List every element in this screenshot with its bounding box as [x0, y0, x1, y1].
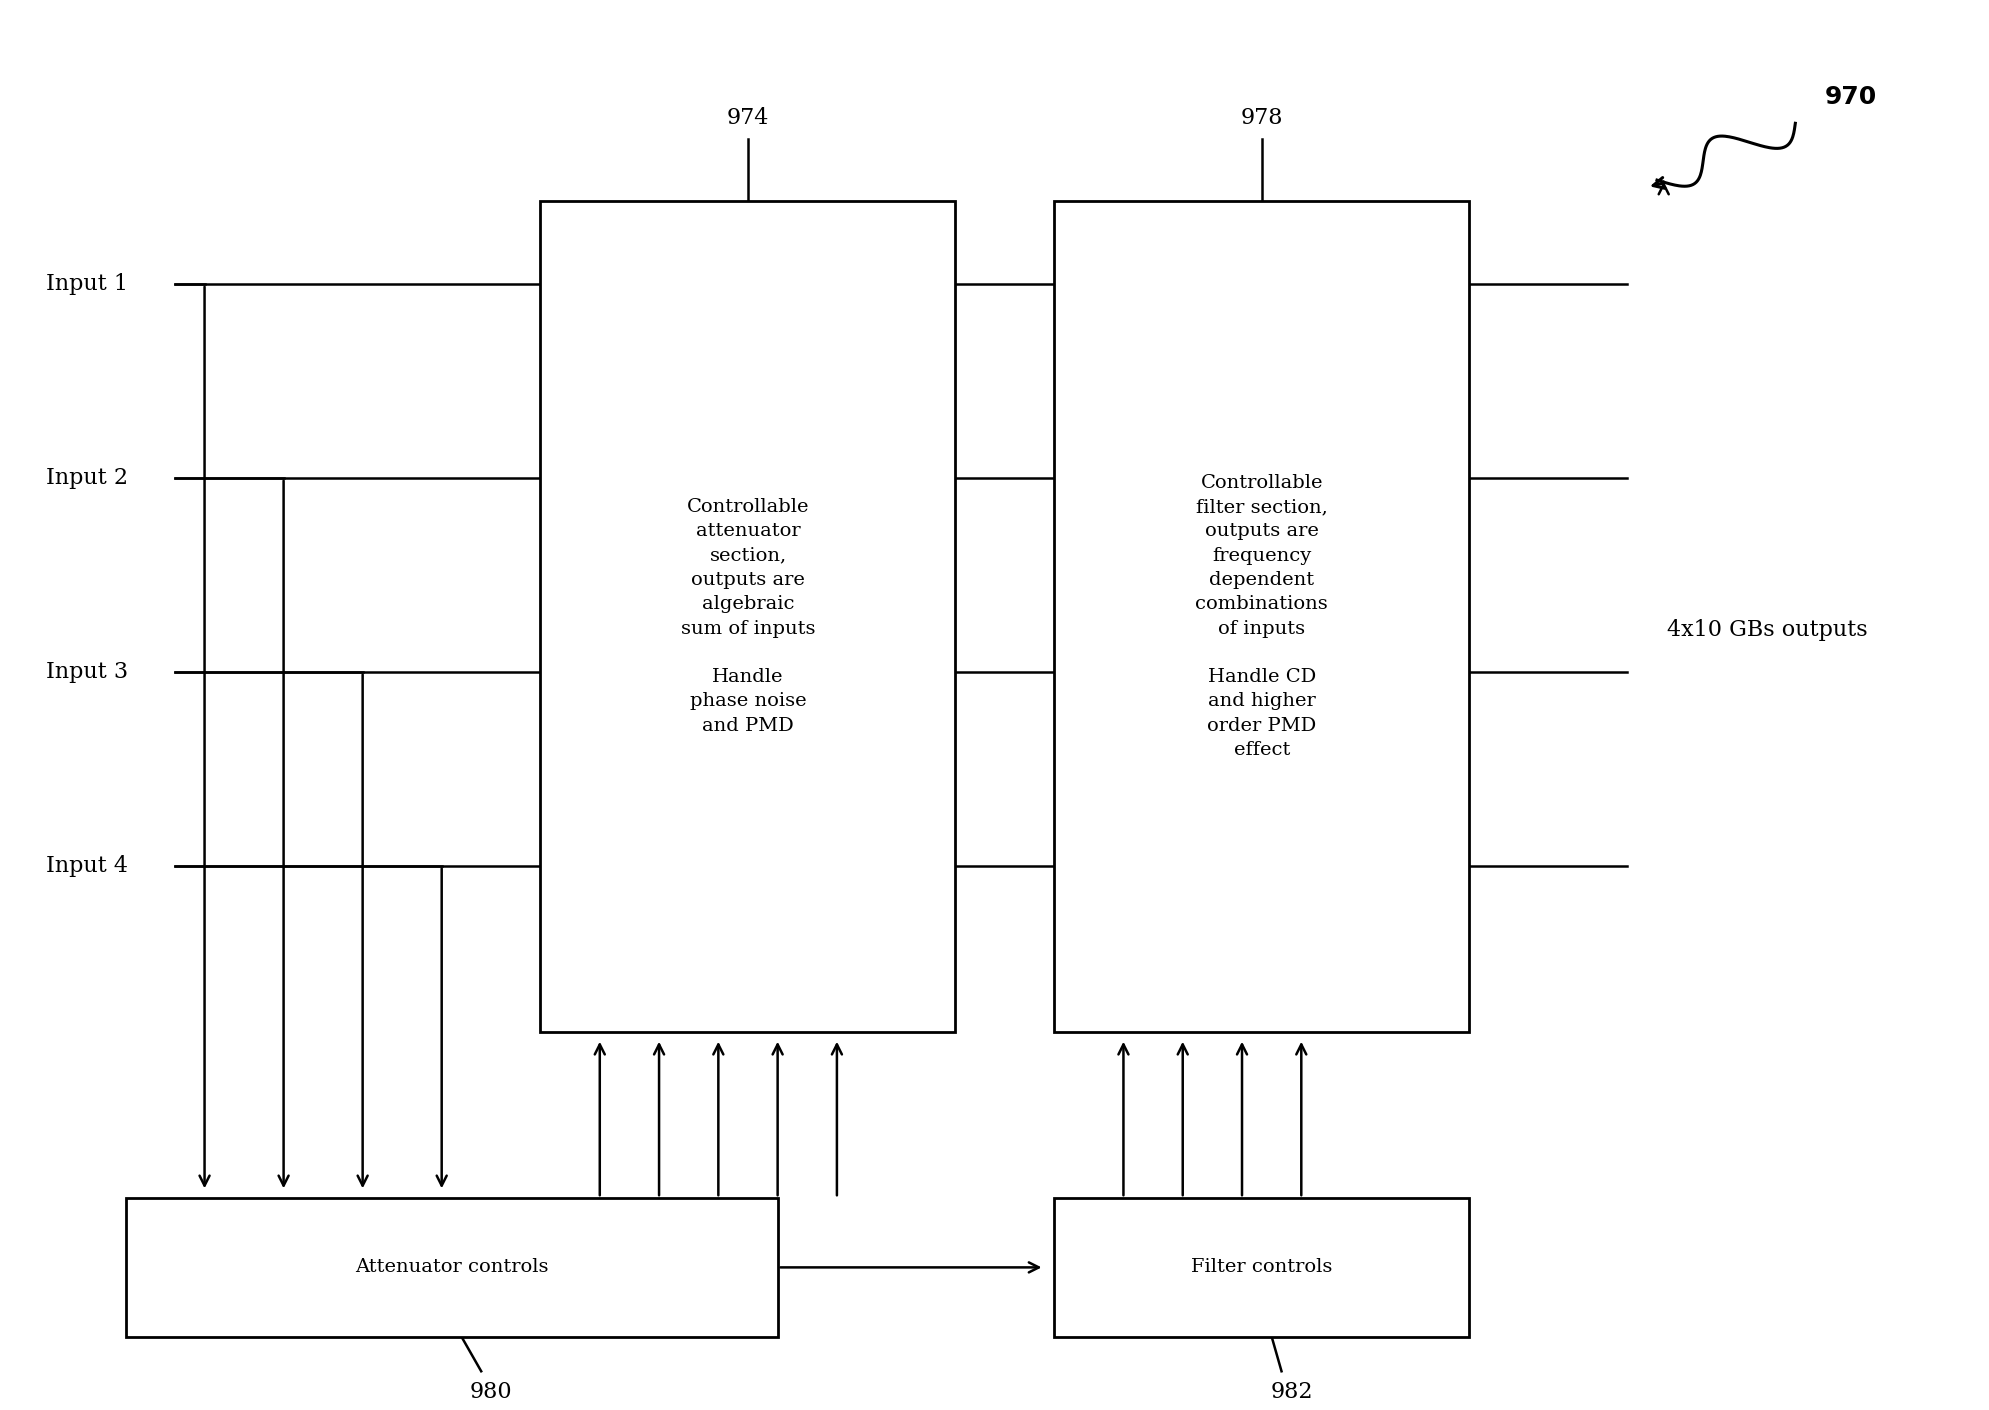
Bar	[541, 200, 955, 1032]
Text: 974: 974	[726, 107, 770, 128]
Text: 970: 970	[1824, 85, 1876, 109]
Text: Filter controls: Filter controls	[1191, 1258, 1333, 1276]
Text: 980: 980	[469, 1380, 511, 1403]
Text: Controllable
filter section,
outputs are
frequency
dependent
combinations
of inp: Controllable filter section, outputs are…	[1195, 474, 1327, 759]
Text: Controllable
attenuator
section,
outputs are
algebraic
sum of inputs

Handle
pha: Controllable attenuator section, outputs…	[680, 498, 815, 735]
Text: Input 4: Input 4	[46, 854, 129, 877]
Bar	[1054, 1198, 1468, 1337]
Text: Input 1: Input 1	[46, 274, 129, 295]
Text: 982: 982	[1269, 1380, 1313, 1403]
Text: Input 2: Input 2	[46, 467, 129, 489]
Bar	[1054, 200, 1468, 1032]
Text: 978: 978	[1239, 107, 1283, 128]
Text: Attenuator controls: Attenuator controls	[354, 1258, 549, 1276]
Text: 4x10 GBs outputs: 4x10 GBs outputs	[1667, 619, 1866, 642]
Text: Input 3: Input 3	[46, 661, 129, 682]
Bar	[125, 1198, 778, 1337]
